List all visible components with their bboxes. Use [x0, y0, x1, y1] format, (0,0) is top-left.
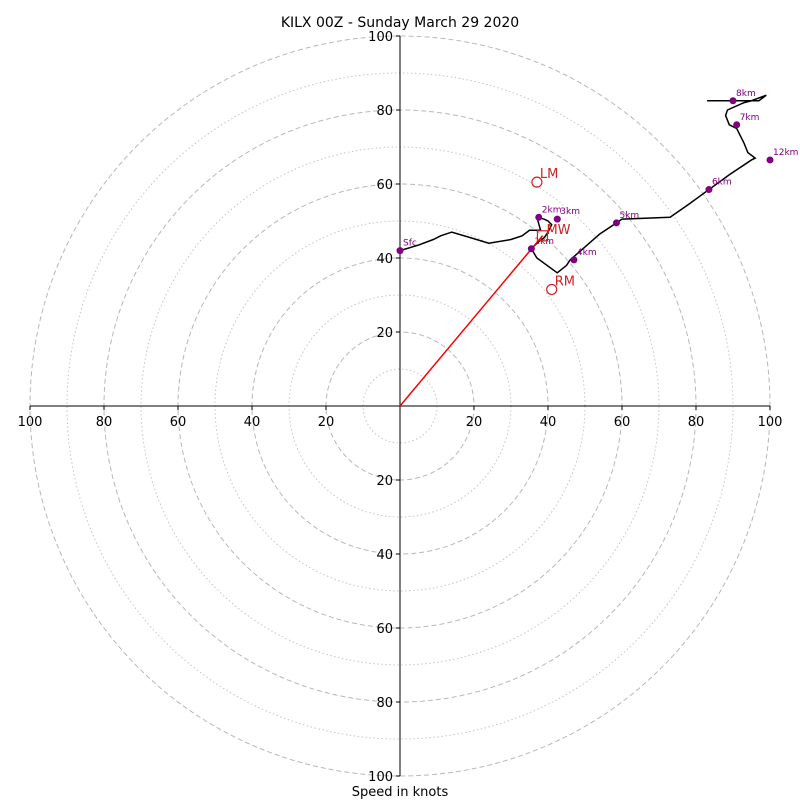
height-marker-4km — [570, 256, 578, 264]
height-label-8km: 8km — [736, 89, 756, 99]
height-label-2km: 2km — [542, 205, 562, 215]
height-marker-8km — [729, 97, 737, 105]
height-marker-5km — [612, 219, 620, 227]
height-label-3km: 3km — [560, 207, 580, 217]
y-tick-label: 20 — [376, 326, 393, 341]
height-label-1km: 1km — [534, 237, 554, 247]
x-tick-label: 20 — [466, 415, 483, 430]
x-tick-label: 40 — [244, 415, 261, 430]
hodograph-line — [399, 94, 767, 274]
y-tick-label: 40 — [376, 548, 393, 563]
height-label-12km: 12km — [773, 148, 798, 158]
x-tick-label: 80 — [96, 415, 113, 430]
y-tick-label: 80 — [376, 696, 393, 711]
x-tick-label: 100 — [758, 415, 783, 430]
tick-labels: 100 80 60 40 20 20 40 60 80 100 100 80 60 40 20 20 40 60 8… — [18, 30, 783, 785]
storm-point-RM — [546, 283, 558, 296]
storm-point-MW — [536, 230, 549, 242]
x-tick-label: 60 — [170, 415, 187, 430]
x-axis-label: Speed in knots — [352, 785, 449, 800]
storm-label-LM: LM — [540, 167, 558, 182]
height-label-Sfc: Sfc — [403, 239, 417, 249]
height-label-4km: 4km — [577, 248, 597, 258]
y-tick-label: 60 — [376, 178, 393, 193]
x-tick-label: 100 — [18, 415, 43, 430]
height-marker-6km — [705, 186, 713, 194]
height-label-6km: 6km — [712, 178, 732, 188]
height-marker-Sfc — [396, 247, 404, 255]
y-tick-label: 20 — [376, 474, 393, 489]
x-tick-label: 20 — [318, 415, 335, 430]
storm-label-MW: MW — [546, 223, 570, 238]
chart-title: KILX 00Z - Sunday March 29 2020 — [281, 15, 519, 31]
x-tick-label: 80 — [688, 415, 705, 430]
storm-point-LM — [531, 176, 543, 188]
height-marker-3km — [553, 215, 561, 223]
shear-vector-line — [399, 235, 544, 407]
y-tick-label: 40 — [376, 252, 393, 267]
height-marker-1km — [527, 245, 535, 253]
x-tick-label: 40 — [540, 415, 557, 430]
height-marker-2km — [535, 213, 543, 221]
y-tick-label: 100 — [368, 770, 393, 785]
height-label-5km: 5km — [619, 211, 639, 221]
height-marker-12km — [766, 156, 774, 164]
height-marker-7km — [733, 121, 741, 129]
y-tick-label: 80 — [376, 104, 393, 119]
height-label-7km: 7km — [740, 113, 760, 123]
x-tick-label: 60 — [614, 415, 631, 430]
y-tick-label: 100 — [368, 30, 393, 45]
storm-label-RM: RM — [555, 274, 575, 289]
y-tick-label: 60 — [376, 622, 393, 637]
